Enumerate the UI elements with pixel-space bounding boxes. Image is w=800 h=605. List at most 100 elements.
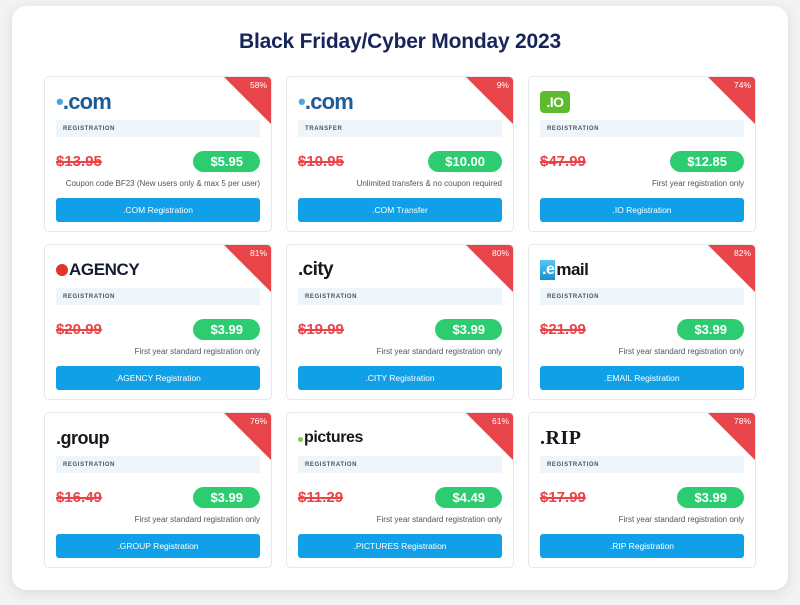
tld-logo-row: •.com	[56, 87, 260, 117]
discount-percent: 81%	[249, 248, 267, 258]
discount-corner-ribbon	[466, 245, 513, 292]
tld-logo-text: AGENCY	[69, 260, 140, 279]
old-price: $16.49	[56, 489, 102, 506]
registration-type-strip: REGISTRATION	[56, 456, 260, 473]
expiry-text: Expires on November 27, 2023	[56, 399, 260, 400]
registration-type-label: REGISTRATION	[547, 293, 600, 300]
registration-type-strip: REGISTRATION	[540, 456, 744, 473]
tld-logo-text: .com	[62, 89, 112, 114]
new-price-badge: $3.99	[677, 319, 744, 340]
expiry-text: Expires on November 27, 2023	[540, 567, 744, 568]
deal-card[interactable]: 9% •.com TRANSFER $10.95 $10.00 Unlimite…	[286, 76, 514, 232]
logo-dot-icon: •	[56, 89, 64, 114]
expiry-text: Expires on November 27, 2023	[56, 567, 260, 568]
new-price-badge: $3.99	[193, 319, 260, 340]
price-row: $10.95 $10.00	[298, 151, 502, 172]
deal-card[interactable]: 81% AGENCY REGISTRATION $20.99 $3.99 Fir…	[44, 244, 272, 400]
tld-logo-row: •.com	[298, 87, 502, 117]
expiry-text: Expires on November 27, 2023	[540, 231, 744, 232]
registration-type-strip: REGISTRATION	[298, 288, 502, 305]
registration-type-label: REGISTRATION	[63, 125, 116, 132]
tld-logo-io: .IO	[540, 91, 570, 113]
tld-logo-com: •.com	[56, 89, 112, 114]
registration-type-strip: REGISTRATION	[540, 288, 744, 305]
logo-dot-icon	[298, 437, 303, 442]
registration-type-label: REGISTRATION	[63, 293, 116, 300]
discount-corner-ribbon	[466, 77, 513, 124]
tld-logo-pictures: pictures	[298, 429, 363, 447]
tld-logo-agency: AGENCY	[56, 260, 140, 280]
tld-logo-row: .RIP	[540, 423, 744, 453]
new-price-badge: $3.99	[193, 487, 260, 508]
offer-note: First year registration only	[651, 179, 744, 188]
new-price-badge: $4.49	[435, 487, 502, 508]
discount-percent: 58%	[249, 80, 267, 90]
registration-type-strip: REGISTRATION	[56, 120, 260, 137]
old-price: $13.95	[56, 153, 102, 170]
tld-logo-row: .IO	[540, 87, 744, 117]
tld-logo-city: .city	[298, 259, 334, 280]
tld-logo-text: .com	[304, 89, 354, 114]
offer-note: First year standard registration only	[376, 347, 502, 356]
deal-card[interactable]: 61% pictures REGISTRATION $11.29 $4.49 F…	[286, 412, 514, 568]
discount-corner-ribbon	[224, 245, 271, 292]
register-button[interactable]: .COM Registration	[56, 197, 260, 222]
offer-note: First year standard registration only	[618, 515, 744, 524]
register-button[interactable]: .PICTURES Registration	[298, 533, 502, 558]
old-price: $21.99	[540, 321, 586, 338]
offer-note: First year standard registration only	[618, 347, 744, 356]
deal-card[interactable]: 78% .RIP REGISTRATION $17.99 $3.99 First…	[528, 412, 756, 568]
deal-card[interactable]: 76% .group REGISTRATION $16.49 $3.99 Fir…	[44, 412, 272, 568]
tld-logo-row: pictures	[298, 423, 502, 453]
deal-card[interactable]: 82% .e mail REGISTRATION $21.99 $3.99 Fir…	[528, 244, 756, 400]
tld-logo-com: •.com	[298, 89, 354, 114]
deal-card[interactable]: 74% .IO REGISTRATION $47.99 $12.85 First…	[528, 76, 756, 232]
discount-corner-ribbon	[708, 77, 755, 124]
expiry-text: Expires on November 27, 2023	[298, 567, 502, 568]
offer-note: First year standard registration only	[376, 515, 502, 524]
price-row: $16.49 $3.99	[56, 487, 260, 508]
tld-logo-row: .e mail	[540, 255, 744, 285]
deal-card-grid: 58% •.com REGISTRATION $13.95 $5.95 Coup…	[12, 76, 788, 568]
discount-corner-ribbon	[708, 245, 755, 292]
tld-logo-row: .group	[56, 423, 260, 453]
tld-logo-email: .e mail	[540, 260, 589, 280]
deal-card[interactable]: 58% •.com REGISTRATION $13.95 $5.95 Coup…	[44, 76, 272, 232]
registration-type-label: REGISTRATION	[63, 461, 116, 468]
tld-logo-rip: .RIP	[540, 426, 582, 449]
tld-logo-text: mail	[556, 260, 589, 279]
register-button[interactable]: .GROUP Registration	[56, 533, 260, 558]
promo-page-container: Black Friday/Cyber Monday 2023 58% •.com…	[12, 6, 788, 590]
logo-dot-icon: •	[298, 89, 306, 114]
tld-logo-text: pictures	[304, 429, 364, 446]
discount-corner-ribbon	[466, 413, 513, 460]
price-row: $19.99 $3.99	[298, 319, 502, 340]
register-button[interactable]: .COM Transfer	[298, 197, 502, 222]
old-price: $10.95	[298, 153, 344, 170]
deal-card[interactable]: 80% .city REGISTRATION $19.99 $3.99 Firs…	[286, 244, 514, 400]
price-row: $17.99 $3.99	[540, 487, 744, 508]
register-button[interactable]: .AGENCY Registration	[56, 365, 260, 390]
offer-note: First year standard registration only	[134, 515, 260, 524]
discount-corner-ribbon	[224, 413, 271, 460]
tld-logo-group: .group	[56, 427, 110, 448]
price-row: $21.99 $3.99	[540, 319, 744, 340]
expiry-text: Expires on November 27, 2023	[56, 231, 260, 232]
new-price-badge: $10.00	[428, 151, 502, 172]
register-button[interactable]: .RIP Registration	[540, 533, 744, 558]
register-button[interactable]: .EMAIL Registration	[540, 365, 744, 390]
discount-percent: 80%	[491, 248, 509, 258]
register-button[interactable]: .CITY Registration	[298, 365, 502, 390]
logo-email-box: .e	[540, 260, 556, 280]
discount-percent: 78%	[733, 416, 751, 426]
registration-type-strip: REGISTRATION	[298, 456, 502, 473]
tld-logo-row: AGENCY	[56, 255, 260, 285]
register-button[interactable]: .IO Registration	[540, 197, 744, 222]
registration-type-label: REGISTRATION	[305, 293, 358, 300]
registration-type-strip: REGISTRATION	[56, 288, 260, 305]
new-price-badge: $5.95	[193, 151, 260, 172]
price-row: $20.99 $3.99	[56, 319, 260, 340]
price-row: $13.95 $5.95	[56, 151, 260, 172]
price-row: $11.29 $4.49	[298, 487, 502, 508]
new-price-badge: $3.99	[677, 487, 744, 508]
